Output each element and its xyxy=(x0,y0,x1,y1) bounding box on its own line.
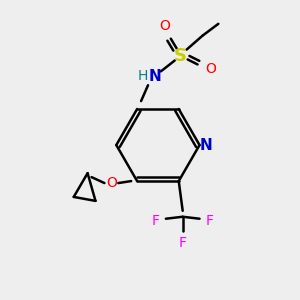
Text: N: N xyxy=(148,69,161,84)
Text: O: O xyxy=(106,176,117,190)
Text: F: F xyxy=(206,214,213,228)
Text: O: O xyxy=(205,62,216,76)
Text: O: O xyxy=(159,19,170,33)
Text: F: F xyxy=(152,214,160,228)
Text: N: N xyxy=(200,137,213,152)
Text: F: F xyxy=(179,236,187,250)
Text: H: H xyxy=(138,69,148,83)
Text: S: S xyxy=(174,46,187,64)
